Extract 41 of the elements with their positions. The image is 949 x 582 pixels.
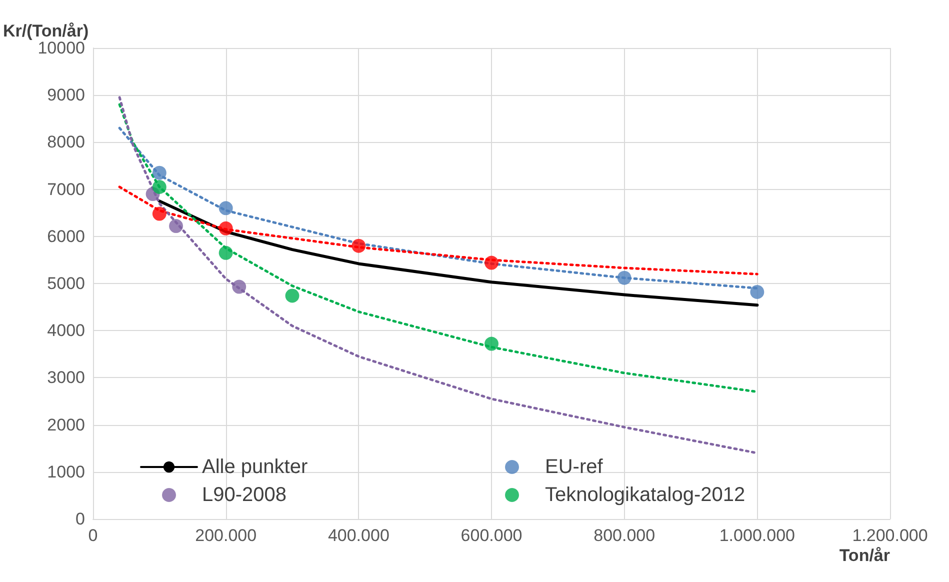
point xyxy=(285,288,300,303)
point xyxy=(218,201,233,216)
line-series xyxy=(118,186,758,276)
y-tick-label: 7000 xyxy=(47,180,85,199)
point xyxy=(218,246,233,260)
y-tick-label: 8000 xyxy=(47,132,85,152)
point xyxy=(617,270,632,285)
y-tick-label: 2000 xyxy=(47,415,85,434)
y-tick-label: 3000 xyxy=(47,368,85,388)
y-tick-label: 10000 xyxy=(38,38,85,58)
x-axis-title: Ton/år xyxy=(839,546,890,565)
legend-label: Alle punkter xyxy=(202,456,308,478)
point xyxy=(232,280,246,294)
line-series xyxy=(118,96,758,454)
x-tick-label: 800.000 xyxy=(594,526,656,545)
legend-label: Teknologikatalog-2012 xyxy=(545,484,746,506)
y-tick-label: 6000 xyxy=(47,226,85,246)
y-tick-label: 4000 xyxy=(47,321,85,340)
line-series xyxy=(118,103,758,394)
y-tick-label: 9000 xyxy=(47,86,85,105)
point xyxy=(152,166,166,180)
point xyxy=(750,284,764,299)
x-tick-label: 1.200.000 xyxy=(852,526,928,545)
legend-label: L90-2008 xyxy=(202,484,287,506)
y-tick-label: 1000 xyxy=(47,462,85,482)
legend-label: EU-ref xyxy=(545,456,604,478)
x-tick-label: 0 xyxy=(88,526,98,545)
x-tick-label: 200.000 xyxy=(195,526,257,545)
point xyxy=(484,256,498,270)
y-axis-title: Kr/(Ton/år) xyxy=(3,22,89,41)
x-tick-label: 1.000.000 xyxy=(719,526,795,545)
point xyxy=(169,219,184,234)
point xyxy=(152,206,166,221)
y-tick-label: 5000 xyxy=(47,274,85,293)
x-tick-label: 600.000 xyxy=(460,526,522,545)
point xyxy=(152,180,166,194)
point xyxy=(218,221,233,236)
x-tick-label: 400.000 xyxy=(328,526,390,545)
point xyxy=(352,238,366,253)
point xyxy=(484,336,498,351)
y-tick-label: 0 xyxy=(76,510,85,528)
